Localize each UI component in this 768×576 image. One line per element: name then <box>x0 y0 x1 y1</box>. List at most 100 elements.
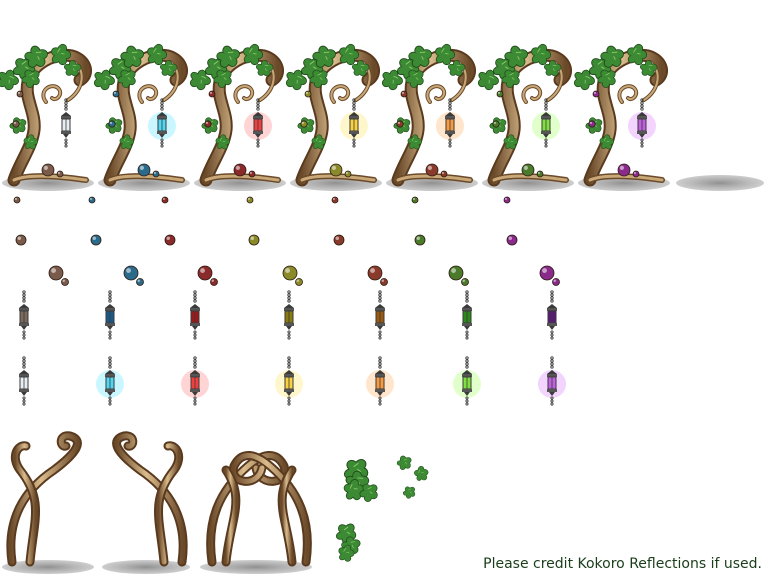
orb-icon <box>414 234 426 246</box>
lantern-icon <box>547 290 557 340</box>
orb-icon <box>248 170 256 178</box>
lantern-icon <box>375 290 385 340</box>
leaf-cluster-icon <box>402 485 417 500</box>
lantern-icon <box>181 356 209 406</box>
orb-icon <box>536 170 544 178</box>
lantern-icon <box>284 290 294 340</box>
lantern-icon <box>436 98 464 148</box>
vine-arch-icon <box>10 441 40 567</box>
orb-icon <box>12 120 20 128</box>
lantern-icon <box>52 98 80 148</box>
orb-icon <box>632 170 640 178</box>
orb-icon <box>204 120 212 128</box>
orb-icon <box>492 120 500 128</box>
orb-icon <box>333 234 345 246</box>
orb-icon <box>13 196 21 204</box>
orb-icon <box>448 265 464 281</box>
orb-icon <box>425 163 439 177</box>
credit-text: Please credit Kokoro Reflections if used… <box>483 556 762 572</box>
lantern-icon <box>532 98 560 148</box>
lantern-icon <box>105 290 115 340</box>
vine-arch-icon <box>112 431 188 567</box>
orb-icon <box>161 196 169 204</box>
vine-arch-icon <box>6 431 82 567</box>
lantern-icon <box>190 290 200 340</box>
orb-icon <box>396 120 404 128</box>
orb-icon <box>136 278 144 286</box>
orb-icon <box>108 120 116 128</box>
vine-tree-icon <box>89 42 188 187</box>
orb-icon <box>496 90 504 98</box>
lantern-icon <box>453 356 481 406</box>
orb-icon <box>329 163 343 177</box>
ground-shadow-icon <box>102 560 190 574</box>
orb-icon <box>208 90 216 98</box>
orb-icon <box>521 163 535 177</box>
vine-tree-icon <box>281 42 380 187</box>
orb-icon <box>246 196 254 204</box>
orb-icon <box>331 196 339 204</box>
leaf-cluster-icon <box>395 454 414 473</box>
orb-icon <box>588 120 596 128</box>
orb-icon <box>503 196 511 204</box>
lantern-icon <box>10 356 38 406</box>
vine-tree-icon <box>569 42 668 187</box>
vine-tree-icon <box>185 42 284 187</box>
orb-icon <box>300 120 308 128</box>
orb-icon <box>88 196 96 204</box>
lantern-icon <box>366 356 394 406</box>
orb-icon <box>90 234 102 246</box>
lantern-icon <box>628 98 656 148</box>
orb-icon <box>440 170 448 178</box>
orb-icon <box>16 90 24 98</box>
orb-icon <box>233 163 247 177</box>
orb-icon <box>617 163 631 177</box>
orb-icon <box>137 163 151 177</box>
vine-arch-icon <box>221 465 241 567</box>
orb-icon <box>344 170 352 178</box>
vine-tree-icon <box>473 42 572 187</box>
vine-arch-icon <box>154 441 184 567</box>
orb-icon <box>48 265 64 281</box>
orb-icon <box>400 90 408 98</box>
orb-icon <box>123 265 139 281</box>
orb-icon <box>112 90 120 98</box>
orb-icon <box>461 278 469 286</box>
orb-icon <box>506 234 518 246</box>
vine-tree-icon <box>377 42 476 187</box>
orb-icon <box>197 265 213 281</box>
orb-icon <box>367 265 383 281</box>
orb-icon <box>304 90 312 98</box>
lantern-icon <box>340 98 368 148</box>
leaf-clusters <box>335 454 432 565</box>
orb-icon <box>552 278 560 286</box>
orb-icon <box>41 163 55 177</box>
orb-icon <box>295 278 303 286</box>
lantern-icon <box>148 98 176 148</box>
ground-shadow-icon <box>676 175 764 191</box>
orb-icon <box>380 278 388 286</box>
lantern-icon <box>19 290 29 340</box>
orb-icon <box>56 170 64 178</box>
ground-shadow-icon <box>2 560 94 574</box>
vine-arch-icon <box>277 465 297 567</box>
orb-icon <box>152 170 160 178</box>
leaf-cluster-icon <box>411 464 432 484</box>
orb-icon <box>411 196 419 204</box>
orb-icon <box>164 234 176 246</box>
orb-icon <box>61 278 69 286</box>
vine-arch-icon <box>228 451 312 567</box>
lantern-icon <box>538 356 566 406</box>
vine-tree-icon <box>0 42 92 187</box>
orb-icon <box>592 90 600 98</box>
lantern-icon <box>244 98 272 148</box>
orb-icon <box>15 234 27 246</box>
orb-icon <box>539 265 555 281</box>
orb-icon <box>282 265 298 281</box>
lantern-icon <box>462 290 472 340</box>
orb-icon <box>210 278 218 286</box>
lantern-icon <box>275 356 303 406</box>
orb-icon <box>248 234 260 246</box>
lantern-icon <box>96 356 124 406</box>
